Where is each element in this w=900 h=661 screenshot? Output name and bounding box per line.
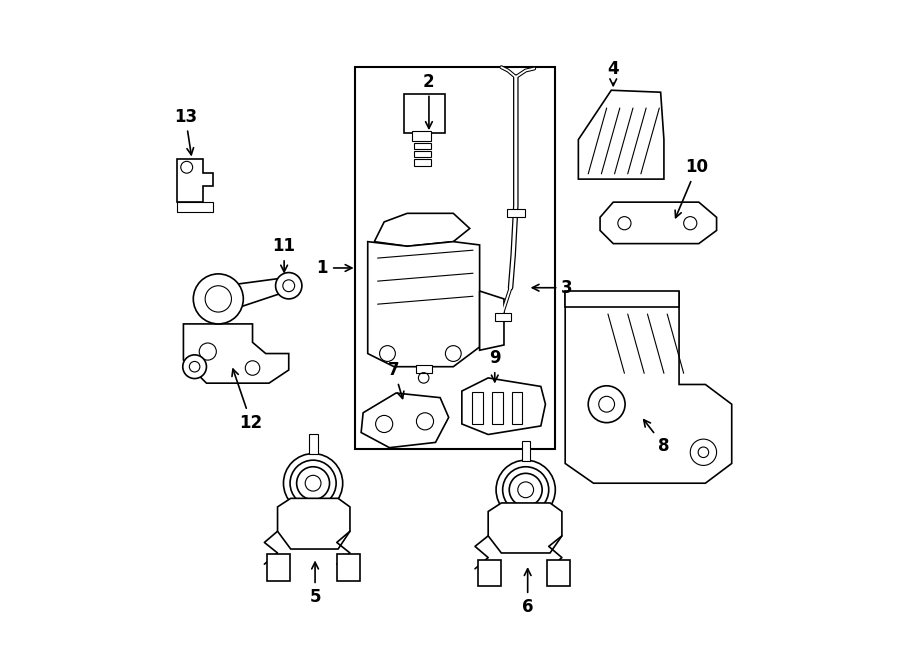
Bar (309, 434, 318, 454)
Polygon shape (488, 503, 562, 553)
Bar (492, 393, 503, 424)
Polygon shape (368, 242, 480, 367)
Circle shape (518, 482, 534, 498)
Text: 13: 13 (174, 108, 197, 155)
Bar (522, 441, 530, 461)
Circle shape (503, 467, 549, 513)
Text: 5: 5 (310, 563, 320, 606)
Polygon shape (565, 292, 732, 483)
Circle shape (275, 272, 302, 299)
Text: 4: 4 (608, 59, 619, 86)
Circle shape (305, 475, 321, 491)
Text: 11: 11 (273, 237, 295, 272)
Polygon shape (579, 91, 664, 179)
Text: 9: 9 (489, 349, 500, 382)
Bar (355, 67, 555, 449)
Bar (507, 209, 525, 217)
Bar (495, 313, 510, 321)
Text: 7: 7 (388, 361, 404, 399)
Bar (414, 143, 431, 149)
Bar (414, 151, 431, 157)
Polygon shape (361, 393, 449, 447)
Text: 3: 3 (532, 279, 573, 297)
Bar (565, 291, 680, 307)
Polygon shape (176, 159, 213, 202)
Bar (478, 560, 500, 586)
Bar (414, 159, 431, 166)
Polygon shape (277, 498, 350, 549)
Text: 12: 12 (232, 369, 263, 432)
Polygon shape (184, 324, 289, 383)
Bar (472, 393, 483, 424)
Text: 8: 8 (644, 420, 670, 455)
Bar (267, 555, 290, 580)
Circle shape (284, 453, 343, 513)
Text: 1: 1 (317, 259, 352, 277)
Circle shape (509, 473, 542, 506)
Bar (547, 560, 571, 586)
Polygon shape (462, 378, 545, 434)
Polygon shape (374, 214, 470, 247)
Circle shape (183, 355, 206, 379)
Polygon shape (176, 202, 213, 212)
Bar (416, 366, 432, 373)
Polygon shape (480, 291, 504, 350)
Bar (512, 393, 522, 424)
Bar (404, 94, 445, 133)
Text: 2: 2 (423, 73, 435, 128)
Text: 6: 6 (522, 569, 534, 616)
Text: 10: 10 (675, 158, 708, 217)
Bar (337, 555, 360, 580)
Circle shape (297, 467, 329, 500)
Polygon shape (600, 202, 716, 244)
Circle shape (194, 274, 243, 324)
Polygon shape (225, 278, 284, 312)
Bar (412, 131, 431, 141)
Circle shape (496, 460, 555, 520)
Circle shape (290, 460, 336, 506)
